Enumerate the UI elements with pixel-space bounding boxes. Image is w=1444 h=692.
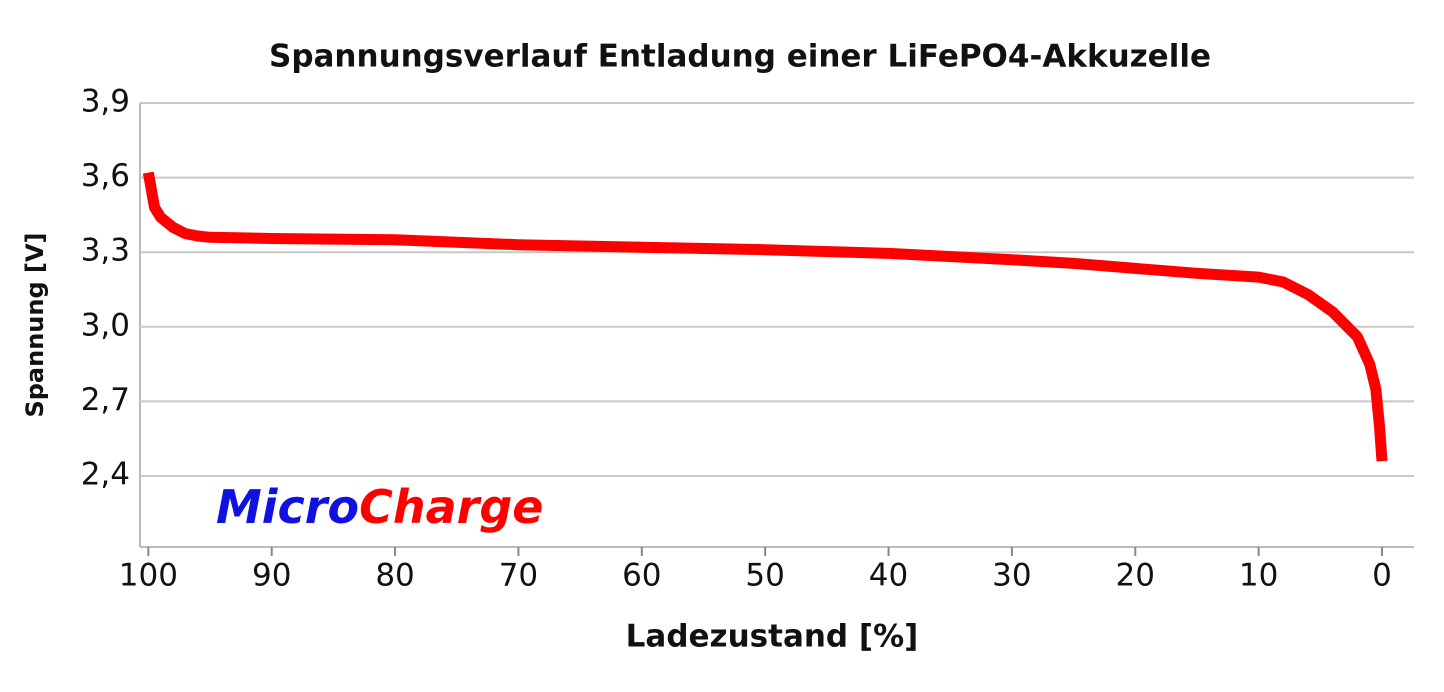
watermark-part: Charge	[359, 480, 543, 534]
x-tick-label: 0	[1372, 558, 1392, 594]
x-tick-label: 80	[375, 558, 414, 594]
x-tick-label: 90	[252, 558, 291, 594]
x-tick-label: 40	[869, 558, 908, 594]
y-tick-label: 2,4	[81, 457, 130, 493]
x-tick-label: 20	[1116, 558, 1155, 594]
y-tick-label: 3,9	[81, 84, 130, 120]
x-tick-label: 30	[992, 558, 1031, 594]
y-axis-label: Spannung [V]	[21, 232, 49, 417]
y-tick-label: 3,0	[81, 307, 130, 343]
y-tick-label: 3,6	[81, 158, 130, 194]
y-tick-label: 2,7	[81, 382, 130, 418]
watermark-part: Micro	[216, 480, 359, 534]
x-tick-label: 70	[499, 558, 538, 594]
data-line	[142, 171, 1388, 462]
x-axis-label: Ladezustand [%]	[626, 619, 919, 655]
x-tick-label: 10	[1239, 558, 1278, 594]
x-tick-label: 100	[119, 558, 178, 594]
y-tick-label: 3,3	[81, 233, 130, 269]
x-tick-label: 60	[622, 558, 661, 594]
watermark: MicroCharge	[216, 480, 543, 534]
x-tick-label: 50	[745, 558, 784, 594]
chart-title: Spannungsverlauf Entladung einer LiFePO4…	[269, 39, 1211, 75]
